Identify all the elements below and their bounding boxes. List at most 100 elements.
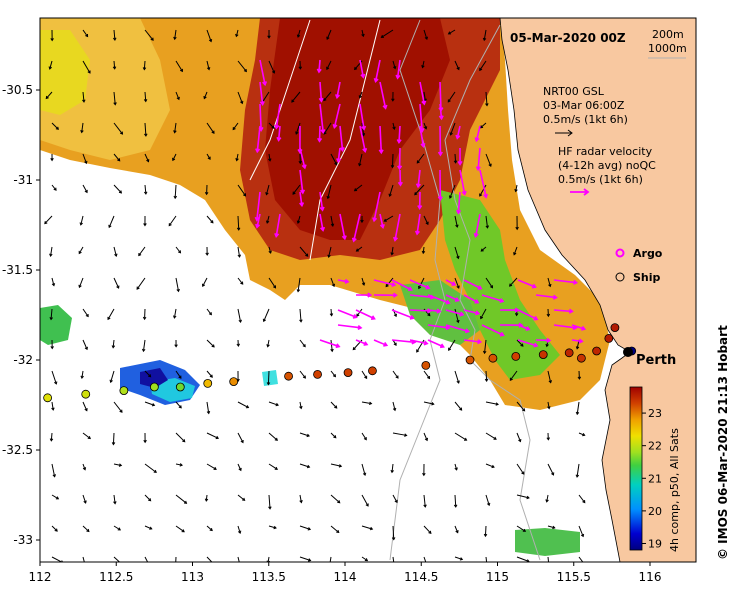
model-current-arrow-head xyxy=(547,406,551,410)
model-current-arrow xyxy=(232,122,239,130)
model-current-arrow-head xyxy=(486,502,491,507)
hf-radar-arrow xyxy=(463,309,479,315)
model-current-arrow xyxy=(354,184,363,192)
hf-radar-arrow xyxy=(259,59,266,85)
model-current-arrow xyxy=(237,494,245,501)
model-current-arrow xyxy=(175,60,183,72)
model-current-arrow xyxy=(175,525,185,533)
model-current-arrow xyxy=(268,122,275,129)
model-current-arrow-head xyxy=(149,526,153,530)
model-current-arrow xyxy=(174,122,177,133)
model-current-arrow-head xyxy=(582,432,586,437)
hf-radar-arrow-head xyxy=(373,77,379,83)
model-current-arrow xyxy=(110,370,115,383)
hf-radar-arrow xyxy=(275,103,281,129)
model-current-arrow xyxy=(330,463,342,467)
model-current-arrow xyxy=(330,153,338,165)
hf-radar-arrow xyxy=(259,81,264,105)
model-current-arrow-head xyxy=(392,65,397,70)
model-current-arrow-head xyxy=(203,95,207,100)
model-current-arrow xyxy=(454,525,459,533)
model-current-arrow-head xyxy=(268,250,272,254)
model-current-arrow xyxy=(299,556,311,562)
model-current-arrow xyxy=(82,184,88,193)
hf-radar-arrow-head xyxy=(299,189,306,195)
hf-radar-arrow-head xyxy=(351,237,357,243)
model-current-arrow-head xyxy=(275,402,279,407)
model-current-arrow xyxy=(174,184,177,199)
hf-radar-arrow-head xyxy=(318,97,324,103)
model-current-arrow-head xyxy=(181,529,185,533)
model-current-arrow xyxy=(175,277,180,292)
hf-radar-arrow-head xyxy=(417,205,423,210)
hf-radar-arrow xyxy=(439,103,443,119)
model-current-arrow xyxy=(485,401,499,405)
ship-sst-point xyxy=(576,353,586,363)
latitude-axis: -30.5 -31 -31.5 -32 -32.5 -33 xyxy=(2,83,40,547)
model-current-arrow xyxy=(138,246,146,256)
model-current-arrow-head xyxy=(78,250,82,255)
model-current-arrow xyxy=(237,308,242,323)
model-current-arrow-head xyxy=(513,252,517,256)
model-current-arrow xyxy=(237,60,247,72)
model-current-arrow xyxy=(423,29,428,40)
model-current-arrow xyxy=(113,525,121,531)
hf-radar-arrow-head xyxy=(578,338,584,344)
model-current-arrow xyxy=(82,432,91,439)
model-current-arrow xyxy=(381,29,394,38)
model-current-arrow-head xyxy=(168,223,172,227)
model-current-arrow xyxy=(323,91,332,101)
hf-radar-arrow-head xyxy=(341,235,347,241)
model-current-arrow xyxy=(578,432,585,436)
model-current-arrow-head xyxy=(362,472,367,477)
hf-radar-arrow xyxy=(517,279,536,288)
model-current-arrow xyxy=(174,29,177,40)
hf-radar-arrow xyxy=(535,294,557,299)
model-current-arrow xyxy=(297,215,301,224)
model-current-arrow-head xyxy=(49,253,53,257)
model-current-arrow xyxy=(268,246,272,254)
model-current-arrow xyxy=(423,370,430,379)
hf-radar-arrow-head xyxy=(336,158,342,164)
model-current-arrow xyxy=(330,494,341,504)
model-current-arrow xyxy=(49,60,53,70)
model-current-arrow-head xyxy=(207,156,211,160)
hf-radar-arrow xyxy=(373,279,396,286)
hf-radar-arrow-head xyxy=(455,209,462,215)
model-current-arrow-head xyxy=(82,99,86,103)
hf-radar-arrow xyxy=(391,309,414,320)
model-current-arrow xyxy=(175,494,187,504)
model-current-arrow xyxy=(82,339,88,350)
contour-200m-label: 200m xyxy=(652,28,684,41)
argo-legend-marker xyxy=(615,248,625,258)
model-current-arrow-head xyxy=(583,563,585,565)
hf-radar-arrow-head xyxy=(477,285,483,290)
model-current-arrow xyxy=(392,60,396,69)
model-current-arrow-head xyxy=(334,405,338,409)
lon-tick-label: 112 xyxy=(29,570,52,584)
model-current-arrow-head xyxy=(208,312,212,316)
model-current-arrow xyxy=(268,494,271,509)
model-current-arrow xyxy=(479,60,487,71)
model-current-arrow xyxy=(107,308,115,320)
hf-radar-arrow xyxy=(477,147,481,170)
model-current-arrow-head xyxy=(456,255,460,260)
model-current-arrow-head xyxy=(416,160,420,164)
hf-radar-arrow xyxy=(409,294,434,299)
hf-radar-arrow-head xyxy=(568,308,574,314)
hf-radar-arrow-head xyxy=(425,284,431,290)
model-current-arrow xyxy=(454,432,467,441)
model-current-arrow-head xyxy=(86,528,90,533)
model-current-arrow-head xyxy=(459,557,464,561)
model-current-arrow-head xyxy=(112,66,117,70)
model-current-arrow-head xyxy=(238,319,242,324)
model-current-arrow xyxy=(143,60,146,70)
model-current-arrow-head xyxy=(326,36,330,40)
model-current-arrow-head xyxy=(329,313,334,317)
hf-radar-arrow xyxy=(318,125,321,142)
model-current-arrow xyxy=(51,122,59,130)
contour-200m xyxy=(444,24,541,561)
model-current-arrow xyxy=(295,122,301,135)
lon-tick-label: 116 xyxy=(639,570,662,584)
model-current-arrow xyxy=(51,525,58,532)
